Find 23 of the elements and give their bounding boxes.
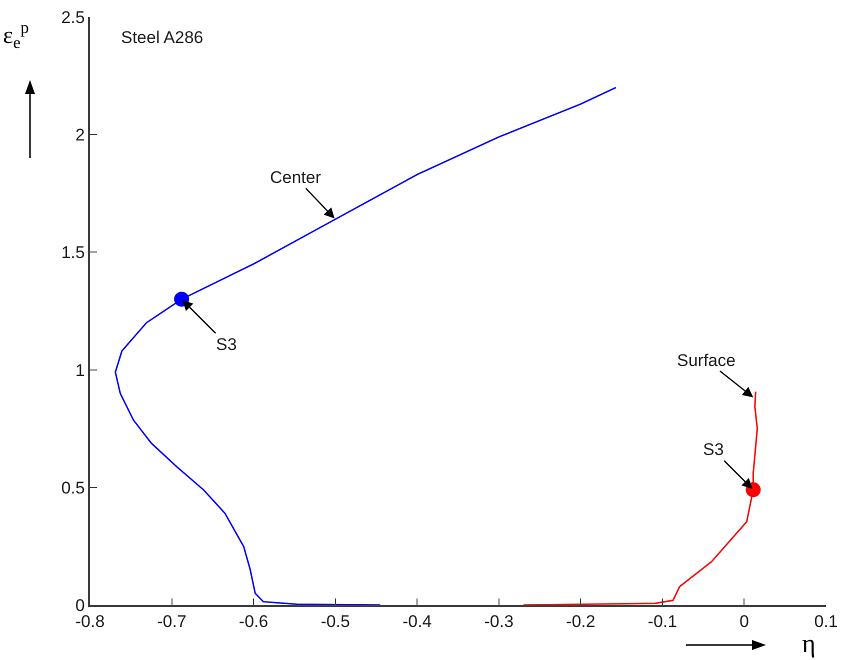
x-tick-label: -0.4 <box>402 612 432 632</box>
annotation: Surface <box>677 351 736 370</box>
x-tick-label: -0.7 <box>157 612 186 632</box>
x-tick-label: 0 <box>739 612 749 632</box>
line-series <box>114 86 617 605</box>
y-tick-label: 2.5 <box>61 8 85 27</box>
x-tick-label: 0.1 <box>814 612 838 632</box>
y-tick-label: 0.5 <box>61 478 85 498</box>
y-tick-label: 2 <box>75 126 85 145</box>
x-axis-title: η <box>802 629 816 658</box>
x-tick-label: -0.8 <box>75 612 105 632</box>
annotation: S3 <box>216 335 237 354</box>
annotation: S3 <box>703 440 724 459</box>
x-tick-label: -0.1 <box>648 612 678 632</box>
annotation: Center <box>270 168 322 187</box>
x-tick-label: -0.3 <box>484 612 514 632</box>
y-tick-label: 1 <box>75 360 85 380</box>
y-tick-label: 1.5 <box>61 243 85 262</box>
x-tick-label: -0.5 <box>320 612 350 632</box>
x-tick-label: -0.2 <box>566 612 596 632</box>
x-tick-label: -0.6 <box>238 612 268 632</box>
text: Steel A286 <box>121 28 204 47</box>
y-tick-label: 0 <box>75 596 85 615</box>
